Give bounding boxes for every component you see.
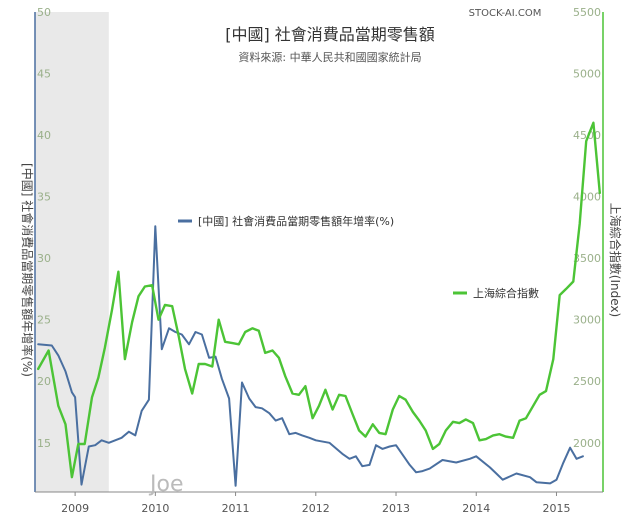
series-layer (37, 121, 601, 487)
right-tick-label: 2500 (573, 375, 601, 388)
x-tick-label: 2009 (61, 502, 89, 515)
x-tick-label: 2015 (542, 502, 570, 515)
left-tick-label: 35 (37, 191, 51, 204)
chart-subtitle: 資料來源: 中華人民共和國國家統計局 (238, 50, 421, 64)
x-tick-label: 2011 (222, 502, 250, 515)
right-tick-label: 3500 (573, 252, 601, 265)
right-axis-title: 上海綜合指數(Index) (608, 203, 623, 317)
right-tick-label: 5500 (573, 6, 601, 19)
right-tick-label: 5000 (573, 68, 601, 81)
legend-right-series: 上海綜合指數 (453, 286, 539, 300)
left-tick-label: 15 (37, 437, 51, 450)
legend-right-label: 上海綜合指數 (473, 286, 539, 300)
legend-left-series: [中國] 社會消費品當期零售額年增率(%) (178, 214, 394, 228)
left-y-tick-labels: 15 20 25 30 35 40 45 50 (37, 6, 51, 450)
left-tick-label: 45 (37, 68, 51, 81)
source-label: STOCK-AI.COM (469, 8, 542, 19)
left-axis-title: [中國] 社會消費品當期零售額年增率(%) (20, 163, 35, 377)
left-tick-label: 40 (37, 129, 51, 142)
chart-title: [中國] 社會消費品當期零售額 (225, 25, 435, 44)
x-tick-label: 2014 (462, 502, 490, 515)
x-tick-label: 2010 (141, 502, 169, 515)
left-tick-label: 30 (37, 252, 51, 265)
series-line-shanghai-index (37, 121, 601, 479)
right-tick-label: 2000 (573, 437, 601, 450)
right-tick-label: 4000 (573, 191, 601, 204)
watermark-text: Joe (148, 472, 183, 497)
recession-shaded-region (35, 12, 109, 492)
left-tick-label: 50 (37, 6, 51, 19)
x-tick-label: 2012 (302, 502, 330, 515)
x-tick-label: 2013 (382, 502, 410, 515)
series-line-retail-growth (37, 225, 584, 487)
x-tick-labels: 2009 2010 2011 2012 2013 2014 2015 (61, 492, 570, 515)
legend-left-label: [中國] 社會消費品當期零售額年增率(%) (198, 214, 394, 228)
left-tick-label: 25 (37, 314, 51, 327)
left-tick-label: 20 (37, 375, 51, 388)
right-tick-label: 3000 (573, 314, 601, 327)
